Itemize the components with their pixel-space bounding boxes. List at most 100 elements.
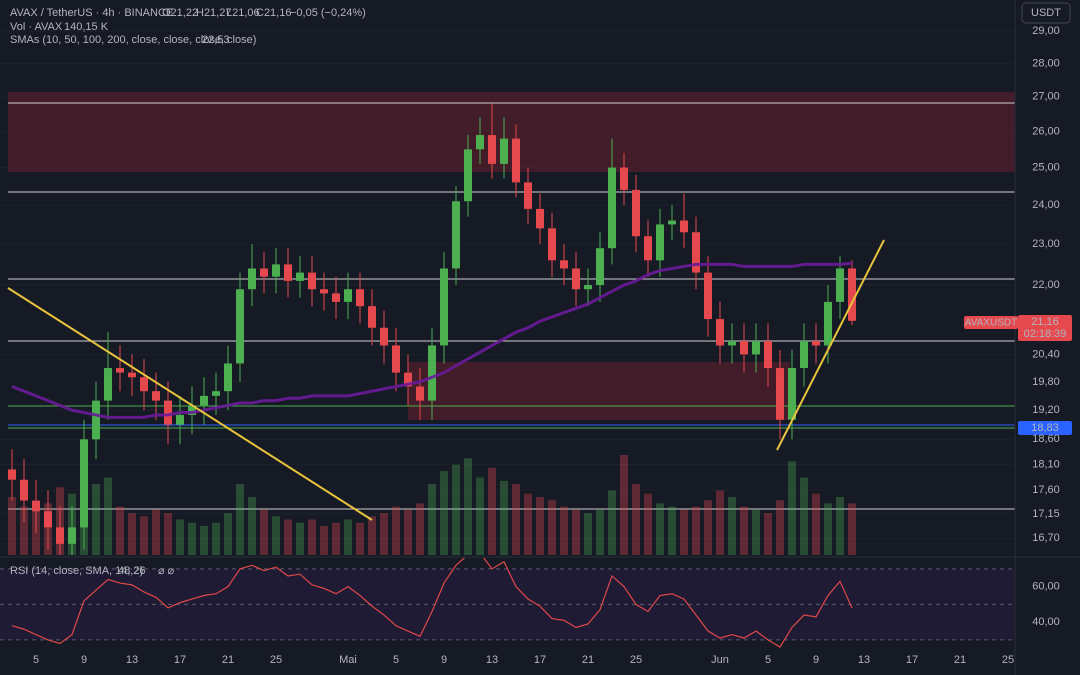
candle-body <box>368 306 376 328</box>
volume-bar <box>704 500 712 555</box>
x-tick-label: Jun <box>711 654 729 666</box>
volume-bar <box>836 496 844 555</box>
candle-body <box>680 220 688 233</box>
candle-body <box>752 341 760 355</box>
x-tick-label: 5 <box>765 654 771 666</box>
candle-body <box>140 377 148 392</box>
volume-bar <box>8 496 16 555</box>
currency-button[interactable] <box>1021 2 1071 24</box>
candle-body <box>632 189 640 237</box>
candle-body <box>212 391 220 396</box>
rsi-pane <box>0 558 1015 648</box>
y-tick-label: 18,60 <box>1032 433 1060 445</box>
volume-bar <box>308 519 316 555</box>
volume-bar <box>680 509 688 555</box>
candle-body <box>104 368 112 401</box>
candle-body <box>332 293 340 302</box>
price-tag-value: 21,16 <box>1031 316 1059 328</box>
candle-body <box>776 368 784 420</box>
volume-bar <box>356 522 364 555</box>
candle-body <box>188 405 196 415</box>
candle-body <box>260 268 268 277</box>
rsi-value: 48,26 <box>118 565 146 577</box>
volume-label: Vol · AVAX <box>10 21 63 33</box>
volume-bar <box>380 513 388 555</box>
rsi-extra: ⌀ ⌀ <box>158 565 175 577</box>
x-tick-label: 21 <box>222 654 234 666</box>
candle-body <box>176 414 184 425</box>
trend-line <box>776 239 885 451</box>
volume-bar <box>332 522 340 555</box>
x-tick-label: 25 <box>630 654 642 666</box>
candle-body <box>728 341 736 346</box>
candle-body <box>584 285 592 290</box>
candle-body <box>740 341 748 355</box>
candle-body <box>800 341 808 369</box>
y-tick-label: 25,00 <box>1032 161 1060 173</box>
candle-body <box>392 345 400 373</box>
price-tag-bg <box>1018 315 1072 341</box>
volume-bar <box>524 493 532 555</box>
y-tick-label: 19,20 <box>1032 404 1060 416</box>
volume-bar <box>728 496 736 555</box>
candle-body <box>8 469 16 480</box>
volume-bar <box>716 490 724 555</box>
candle-body <box>272 264 280 277</box>
candle-body <box>716 319 724 346</box>
volume-bar <box>296 522 304 555</box>
ohlc-high: H21,27 <box>196 7 231 19</box>
volume-bar <box>368 516 376 555</box>
price-tag-symbol-bg <box>964 316 1018 329</box>
volume-bar <box>260 509 268 555</box>
sma-line <box>11 261 853 419</box>
volume-bar <box>536 496 544 555</box>
volume-bar <box>752 509 760 555</box>
candle-body <box>488 135 496 164</box>
x-tick-label: 17 <box>906 654 918 666</box>
candle-body <box>548 228 556 261</box>
volume-bar <box>188 522 196 555</box>
volume-bar <box>392 506 400 555</box>
x-tick-label: 13 <box>486 654 498 666</box>
volume-bar <box>236 484 244 555</box>
candle-body <box>236 289 244 364</box>
candle-body <box>764 341 772 369</box>
candle-body <box>200 395 208 406</box>
volume-bar <box>572 509 580 555</box>
candle-body <box>596 248 604 286</box>
rsi-label: RSI (14, close, SMA, 14, 2) <box>10 565 143 577</box>
volume-bar <box>824 503 832 555</box>
ohlc-change: −0,05 (−0,24%) <box>290 7 366 19</box>
candle-body <box>20 479 28 501</box>
candle-body <box>56 527 64 544</box>
volume-bar <box>272 516 280 555</box>
candle-body <box>644 236 652 261</box>
candle-body <box>608 167 616 249</box>
sma-value: 22,53 <box>202 34 230 46</box>
candle-body <box>416 386 424 401</box>
resistance-zone <box>8 92 1015 172</box>
candle-body <box>464 149 472 202</box>
volume-bar <box>620 455 628 555</box>
x-tick-label: 21 <box>582 654 594 666</box>
volume-bar <box>632 484 640 555</box>
candle-body <box>356 289 364 307</box>
currency-button-label[interactable]: USDT <box>1031 7 1061 19</box>
volume-bar <box>740 506 748 555</box>
rsi-line <box>11 558 853 648</box>
volume-bar <box>152 509 160 555</box>
rsi-tick-label: 60,00 <box>1032 581 1060 593</box>
y-tick-label: 29,00 <box>1032 25 1060 37</box>
candle-body <box>128 372 136 378</box>
volume-bar <box>212 522 220 555</box>
candle-body <box>296 272 304 281</box>
volume-bar <box>656 503 664 555</box>
volume-bar <box>200 525 208 555</box>
price-tag-timer: 02:18:39 <box>1024 328 1067 340</box>
x-tick-label: 25 <box>1002 654 1014 666</box>
candle-body <box>404 372 412 387</box>
volume-bar <box>116 506 124 555</box>
volume-bar <box>320 525 328 555</box>
candle-body <box>248 268 256 290</box>
